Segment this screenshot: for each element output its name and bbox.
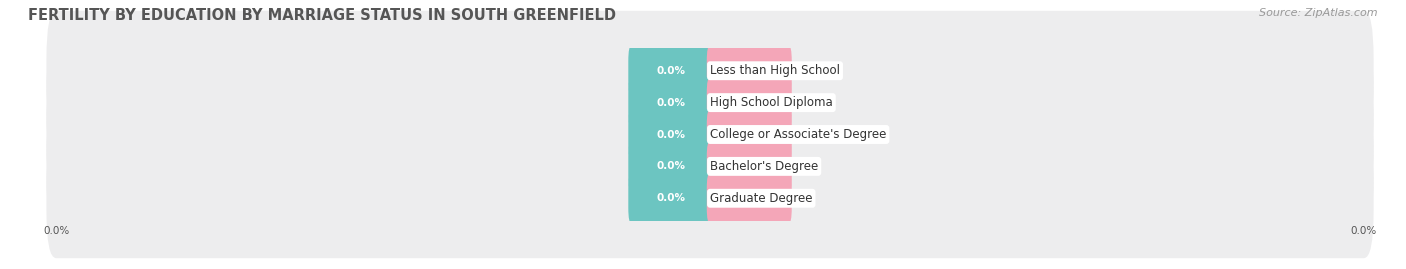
FancyBboxPatch shape (707, 173, 792, 224)
Text: 0.0%: 0.0% (657, 129, 685, 140)
FancyBboxPatch shape (628, 141, 713, 192)
Text: 0.0%: 0.0% (735, 161, 763, 171)
FancyBboxPatch shape (628, 77, 713, 128)
Text: 0.0%: 0.0% (657, 193, 685, 203)
FancyBboxPatch shape (628, 109, 713, 160)
FancyBboxPatch shape (628, 173, 713, 224)
Text: Source: ZipAtlas.com: Source: ZipAtlas.com (1260, 8, 1378, 18)
Text: 0.0%: 0.0% (657, 98, 685, 108)
FancyBboxPatch shape (46, 107, 1374, 226)
FancyBboxPatch shape (46, 75, 1374, 194)
Text: 0.0%: 0.0% (735, 66, 763, 76)
FancyBboxPatch shape (707, 141, 792, 192)
Text: Less than High School: Less than High School (710, 64, 839, 77)
Text: FERTILITY BY EDUCATION BY MARRIAGE STATUS IN SOUTH GREENFIELD: FERTILITY BY EDUCATION BY MARRIAGE STATU… (28, 8, 616, 23)
Text: 0.0%: 0.0% (735, 98, 763, 108)
Text: College or Associate's Degree: College or Associate's Degree (710, 128, 886, 141)
Text: 0.0%: 0.0% (657, 161, 685, 171)
Text: Graduate Degree: Graduate Degree (710, 192, 813, 205)
Text: 0.0%: 0.0% (735, 129, 763, 140)
FancyBboxPatch shape (46, 11, 1374, 131)
FancyBboxPatch shape (707, 77, 792, 128)
FancyBboxPatch shape (707, 109, 792, 160)
FancyBboxPatch shape (46, 43, 1374, 162)
Text: 0.0%: 0.0% (657, 66, 685, 76)
FancyBboxPatch shape (46, 138, 1374, 258)
Text: High School Diploma: High School Diploma (710, 96, 832, 109)
FancyBboxPatch shape (707, 45, 792, 96)
FancyBboxPatch shape (628, 45, 713, 96)
Text: 0.0%: 0.0% (735, 193, 763, 203)
Text: Bachelor's Degree: Bachelor's Degree (710, 160, 818, 173)
